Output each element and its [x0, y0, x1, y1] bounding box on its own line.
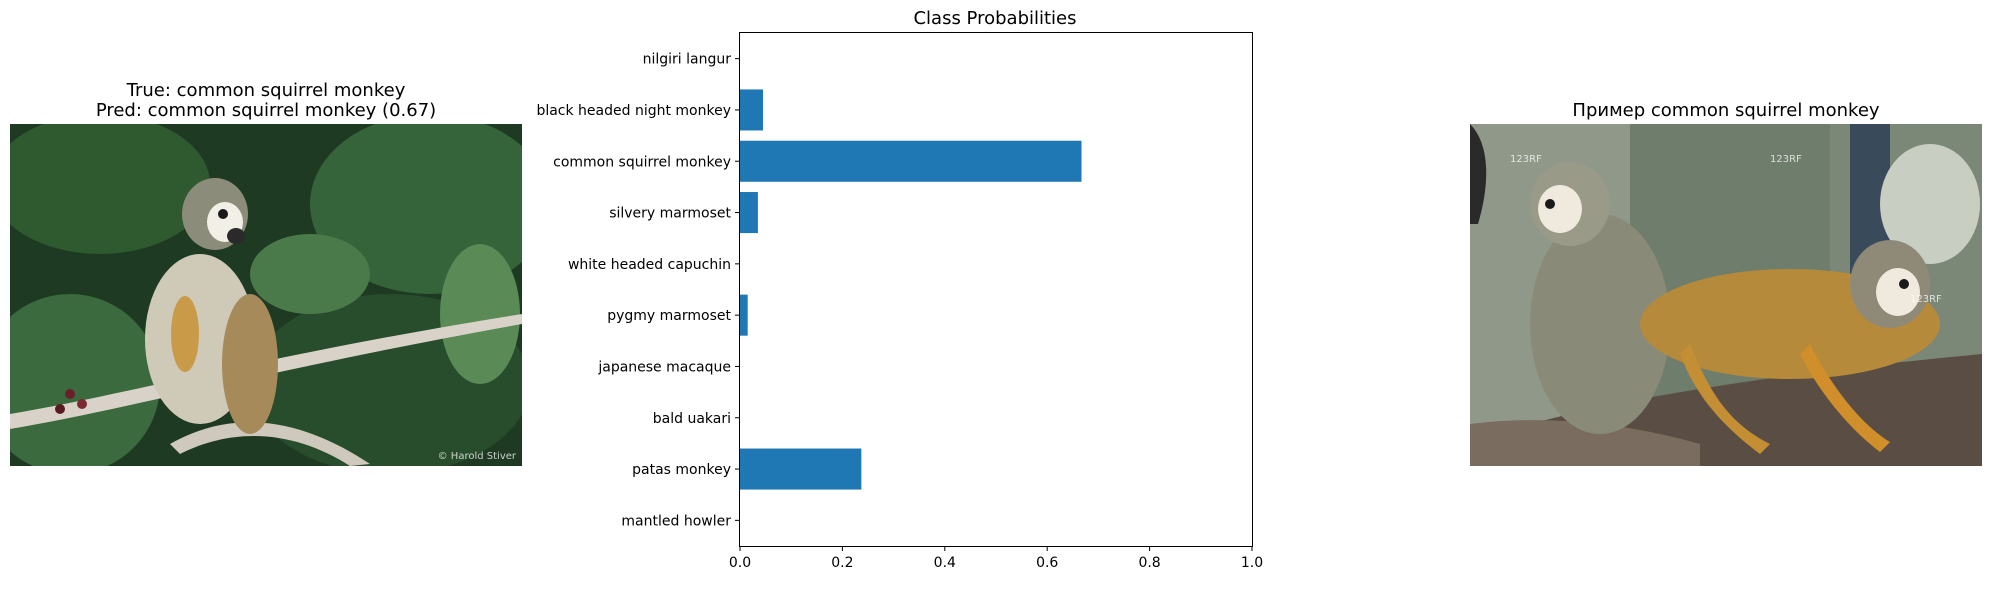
- y-tick-label: patas monkey: [632, 462, 731, 478]
- photo-watermark: © Harold Stiver: [437, 451, 516, 462]
- y-tick-label: mantled howler: [621, 513, 731, 529]
- squirrel-monkey-photo: © Harold Stiver: [10, 124, 522, 466]
- left-title-line2: Pred: common squirrel monkey (0.67): [95, 100, 437, 121]
- bar-black-headed-night-monkey: [740, 89, 764, 131]
- x-tick-label: 0.0: [729, 555, 751, 571]
- y-tick-label: black headed night monkey: [536, 103, 731, 119]
- left-title-line1: True: common squirrel monkey: [126, 80, 406, 101]
- photo-watermark-1: 123RF: [1510, 154, 1542, 165]
- bar-patas-monkey: [740, 448, 862, 490]
- y-tick-label: pygmy marmoset: [607, 308, 731, 324]
- chart-title: Class Probabilities: [913, 8, 1076, 29]
- y-tick-label: nilgiri langur: [643, 52, 732, 68]
- x-tick-label: 0.8: [1138, 555, 1160, 571]
- photo-watermark-2: 123RF: [1770, 154, 1802, 165]
- right-title: Пример common squirrel monkey: [1572, 100, 1880, 121]
- plot-frame: [739, 32, 1253, 547]
- y-tick-label: silvery marmoset: [609, 206, 731, 222]
- bar-silvery-marmoset: [740, 192, 758, 234]
- bar-pygmy-marmoset: [740, 294, 748, 336]
- x-tick-label: 1.0: [1241, 555, 1263, 571]
- y-tick-label: white headed capuchin: [568, 257, 731, 273]
- example-monkey-photo: 123RF 123RF 123RF: [1470, 124, 1982, 466]
- x-tick-label: 0.2: [831, 555, 853, 571]
- x-tick-label: 0.4: [934, 555, 956, 571]
- y-tick-label: common squirrel monkey: [553, 154, 731, 170]
- bar-common-squirrel-monkey: [740, 140, 1082, 182]
- photo-watermark-3: 123RF: [1910, 294, 1942, 305]
- y-tick-label: japanese macaque: [597, 359, 731, 375]
- x-tick-label: 0.6: [1036, 555, 1058, 571]
- y-tick-label: bald uakari: [653, 411, 731, 427]
